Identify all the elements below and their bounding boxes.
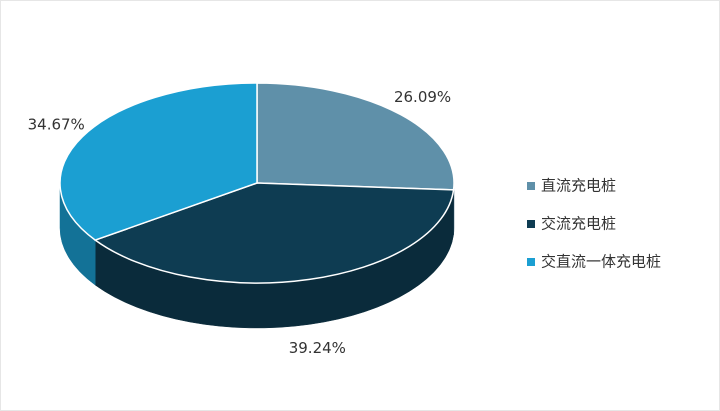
legend-label: 交直流一体充电桩 <box>541 253 661 271</box>
legend-swatch <box>527 220 535 228</box>
slice <box>93 182 455 284</box>
slice <box>59 82 258 241</box>
data-label: 39.24% <box>289 339 346 357</box>
data-label: 26.09% <box>394 88 451 106</box>
legend-label: 交流充电桩 <box>541 215 616 233</box>
legend-swatch <box>527 182 535 190</box>
slice <box>256 82 455 191</box>
legend-swatch <box>527 258 535 266</box>
legend-label: 直流充电桩 <box>541 177 616 195</box>
data-label: 34.67% <box>28 116 85 134</box>
